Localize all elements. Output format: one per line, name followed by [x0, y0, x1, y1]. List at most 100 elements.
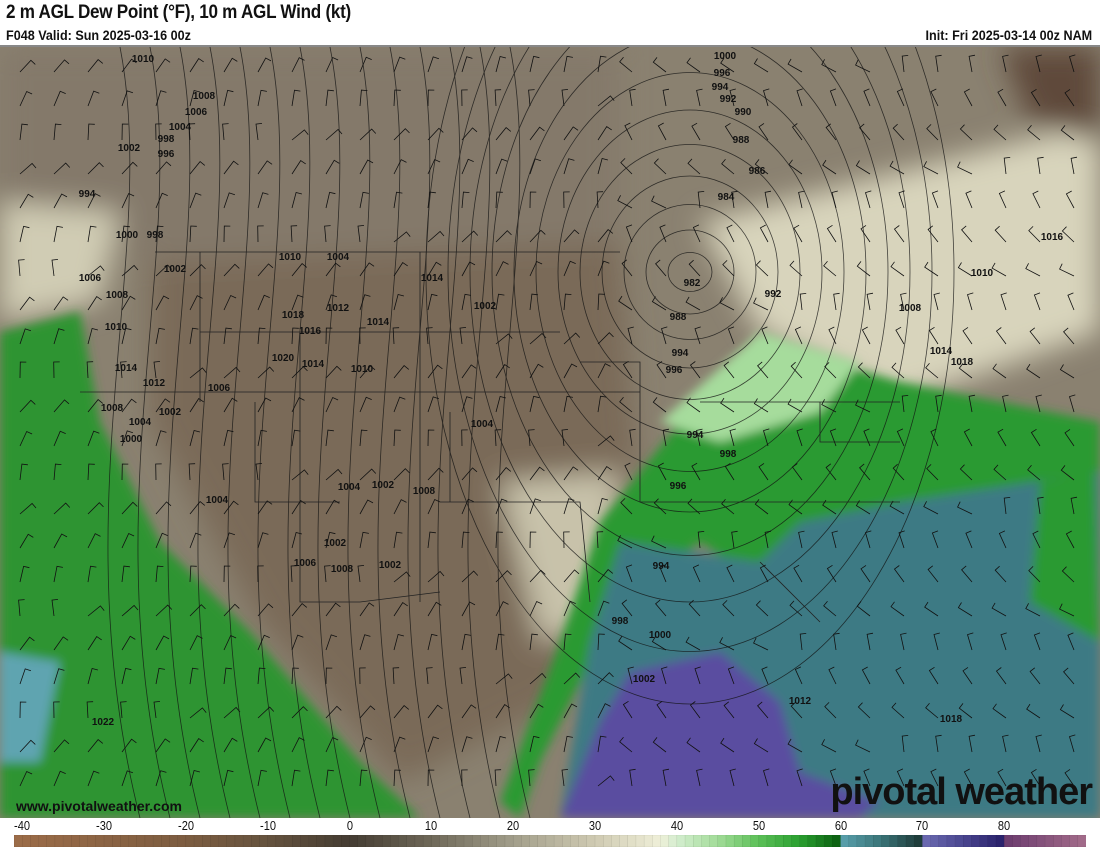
wind-barb — [1059, 603, 1075, 617]
wind-barb — [121, 635, 136, 651]
colorbar-swatch — [701, 835, 711, 847]
wind-barb — [652, 57, 667, 73]
wind-barb — [257, 263, 274, 277]
wind-barb — [855, 500, 871, 515]
wind-barb — [826, 564, 837, 583]
wind-barb — [993, 464, 1007, 481]
wind-barb — [427, 769, 435, 787]
colorbar-ticks: -40 -30 -20 -10 0 10 20 30 40 50 60 70 80 — [0, 818, 1100, 833]
wind-barb — [257, 769, 267, 787]
wind-barb — [761, 666, 769, 685]
wind-barb — [257, 192, 269, 209]
colorbar-swatch — [1044, 835, 1054, 847]
wind-barb — [561, 429, 569, 447]
wind-barb — [621, 259, 633, 277]
wind-barb — [859, 463, 871, 481]
wind-barb — [597, 293, 605, 311]
wind-barb — [789, 260, 803, 277]
colorbar-swatch — [226, 835, 236, 847]
wind-barb — [19, 328, 32, 345]
wind-barb — [963, 428, 973, 447]
wind-barb — [257, 737, 272, 753]
colorbar-swatch — [414, 835, 424, 847]
colorbar-swatch — [144, 835, 154, 847]
wind-barb — [998, 190, 1007, 209]
wind-barb — [788, 499, 803, 515]
colorbar-swatch — [373, 835, 383, 847]
wind-barb — [997, 428, 1007, 447]
isobar — [347, 47, 381, 818]
wind-barb — [787, 58, 803, 73]
wind-barb — [223, 706, 241, 719]
wind-barb — [291, 294, 304, 311]
colorbar-swatch — [316, 835, 326, 847]
wind-barb — [790, 361, 803, 379]
wind-barb — [625, 224, 633, 243]
wind-barb — [223, 294, 237, 311]
wind-barb — [393, 705, 410, 719]
isobar-label: 988 — [670, 312, 687, 323]
colorbar-tick-label: 40 — [670, 818, 683, 833]
colorbar-swatch — [390, 835, 400, 847]
wind-barb — [563, 126, 579, 141]
wind-barb — [495, 467, 512, 481]
wind-barb — [19, 225, 30, 243]
wind-barb — [393, 429, 401, 447]
wind-barb — [656, 361, 667, 379]
isobar-label: 982 — [684, 278, 701, 289]
wind-barb — [926, 124, 939, 141]
colorbar-swatch — [365, 835, 375, 847]
wind-barb — [1002, 734, 1009, 753]
colorbar-swatch — [545, 835, 555, 847]
wind-barb — [753, 398, 769, 413]
wind-barb — [189, 295, 203, 311]
wind-barb — [359, 191, 369, 209]
wind-barb — [495, 293, 505, 311]
wind-barb — [121, 327, 132, 345]
wind-barb — [798, 530, 805, 549]
wind-barb — [529, 569, 546, 583]
wind-barb — [619, 56, 633, 73]
wind-barb — [1067, 292, 1075, 311]
wind-barb — [19, 770, 33, 787]
wind-barb — [393, 128, 410, 141]
isobar-label: 990 — [735, 107, 752, 118]
colorbar-swatch — [742, 835, 751, 847]
wind-barb — [189, 604, 206, 617]
wind-barb — [359, 365, 376, 379]
wind-barb — [189, 192, 202, 209]
wind-barb — [51, 259, 59, 277]
wind-barb — [653, 498, 667, 515]
isobar — [645, 229, 735, 315]
colorbar-swatch — [496, 835, 506, 847]
wind-barb — [597, 600, 610, 617]
wind-barb — [427, 531, 436, 549]
wind-barb — [856, 261, 871, 277]
wind-barb — [791, 463, 803, 481]
wind-barb — [426, 327, 433, 345]
wind-barb — [325, 396, 339, 413]
wind-barb — [662, 428, 670, 447]
wind-barb — [761, 326, 769, 345]
wind-barb — [754, 499, 769, 515]
isobar-label: 1020 — [272, 353, 295, 364]
wind-barb — [495, 127, 512, 141]
wind-barb — [597, 498, 609, 515]
wind-barb — [19, 430, 33, 447]
isobar-label: 1008 — [899, 303, 922, 314]
wind-barb — [596, 531, 604, 549]
colorbar-swatch — [864, 835, 874, 847]
isobar-label: 1012 — [143, 378, 166, 389]
wind-barb — [959, 124, 973, 141]
wind-barb — [188, 463, 196, 481]
wind-barb — [563, 600, 576, 617]
wind-barb — [652, 397, 667, 413]
wind-barb — [121, 192, 135, 209]
wind-barb — [655, 599, 667, 617]
wind-barb — [291, 160, 306, 175]
isobar-label: 1002 — [159, 407, 182, 418]
wind-barb — [121, 225, 130, 243]
wind-barb — [563, 260, 576, 277]
wind-barb — [257, 706, 275, 719]
wind-barb — [325, 705, 342, 719]
